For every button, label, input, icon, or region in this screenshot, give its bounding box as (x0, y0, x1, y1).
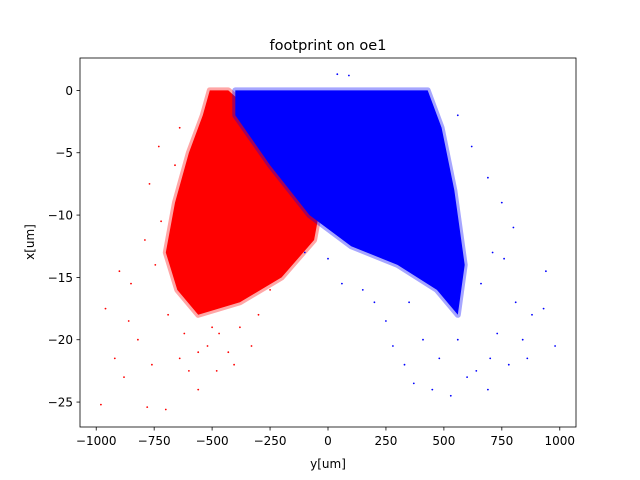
series-layer (100, 73, 556, 411)
data-point (215, 370, 218, 372)
y-axis-ticks: 0 −5 −10 −15 −20 −25 (48, 84, 80, 410)
data-point (521, 338, 524, 341)
x-axis-label: y[um] (310, 457, 346, 471)
data-point (206, 345, 209, 347)
y-tick-label: −20 (48, 333, 73, 347)
data-point (218, 332, 221, 335)
x-axis-ticks: −1000 −750 −500 −250 0 250 500 750 1000 (76, 427, 575, 448)
data-point (178, 357, 181, 360)
data-point (392, 345, 394, 347)
data-point (361, 289, 364, 291)
data-point (487, 176, 489, 179)
data-point (456, 338, 459, 341)
data-point (422, 338, 424, 341)
series-1-dense-region (232, 87, 468, 318)
data-point (489, 357, 492, 360)
data-point (118, 270, 121, 273)
data-point (144, 239, 146, 241)
data-point (466, 376, 468, 378)
data-point (470, 145, 473, 148)
data-point (412, 382, 415, 385)
data-point (227, 351, 230, 354)
y-tick-label: −25 (48, 396, 73, 410)
data-point (178, 126, 181, 129)
data-point (456, 114, 459, 117)
data-point (292, 251, 295, 254)
data-point (130, 282, 132, 285)
x-tick-label: −750 (138, 434, 171, 448)
data-point (438, 357, 441, 360)
data-point (167, 313, 170, 316)
data-point (197, 351, 200, 354)
x-tick-label: 0 (324, 434, 332, 448)
data-point (531, 313, 533, 316)
data-point (160, 220, 163, 223)
series-1 (232, 73, 556, 397)
x-tick-label: −250 (254, 434, 287, 448)
data-point (250, 345, 253, 347)
data-point (257, 313, 260, 316)
data-point (554, 345, 556, 347)
data-point (164, 408, 167, 411)
data-point (514, 301, 517, 304)
data-point (303, 251, 306, 254)
data-point (154, 264, 157, 266)
chart-title: footprint on oe1 (270, 38, 387, 54)
data-point (503, 257, 505, 260)
data-point (197, 388, 200, 391)
y-tick-label: −15 (48, 271, 73, 285)
data-point (183, 332, 186, 335)
data-point (496, 332, 499, 335)
data-point (188, 370, 190, 372)
data-point (336, 73, 339, 76)
data-point (341, 282, 343, 285)
data-point (113, 357, 116, 360)
y-tick-label: 0 (65, 84, 73, 98)
data-point (233, 363, 236, 366)
data-point (211, 326, 214, 329)
data-point (491, 251, 494, 254)
data-point (151, 363, 153, 366)
y-axis-label: x[um] (23, 224, 37, 260)
data-point (403, 363, 406, 366)
data-point (269, 289, 271, 291)
data-point (239, 326, 241, 329)
data-point (104, 307, 107, 310)
data-point (123, 376, 125, 378)
data-point (542, 307, 545, 310)
data-point (512, 226, 515, 229)
x-tick-label: 750 (490, 434, 513, 448)
data-point (449, 394, 452, 397)
data-point (507, 363, 510, 366)
y-tick-label: −10 (48, 209, 73, 223)
data-point (373, 301, 376, 304)
data-point (148, 183, 151, 185)
data-point (500, 201, 503, 204)
data-point (280, 270, 283, 273)
data-point (487, 388, 489, 391)
data-point (385, 320, 387, 322)
data-point (146, 406, 149, 408)
data-point (157, 145, 160, 148)
data-point (545, 270, 547, 273)
data-point (100, 403, 102, 406)
data-point (408, 301, 410, 304)
data-point (431, 388, 434, 391)
data-point (327, 257, 329, 260)
x-tick-label: −1000 (76, 434, 117, 448)
data-point (480, 282, 482, 285)
data-point (475, 370, 478, 372)
x-tick-label: 500 (432, 434, 455, 448)
data-point (348, 74, 350, 77)
data-point (174, 164, 176, 167)
data-point (137, 338, 139, 341)
x-tick-label: −500 (196, 434, 229, 448)
x-tick-label: 1000 (545, 434, 576, 448)
y-tick-label: −5 (55, 146, 73, 160)
data-point (127, 320, 130, 322)
data-point (526, 357, 529, 360)
x-tick-label: 250 (374, 434, 397, 448)
